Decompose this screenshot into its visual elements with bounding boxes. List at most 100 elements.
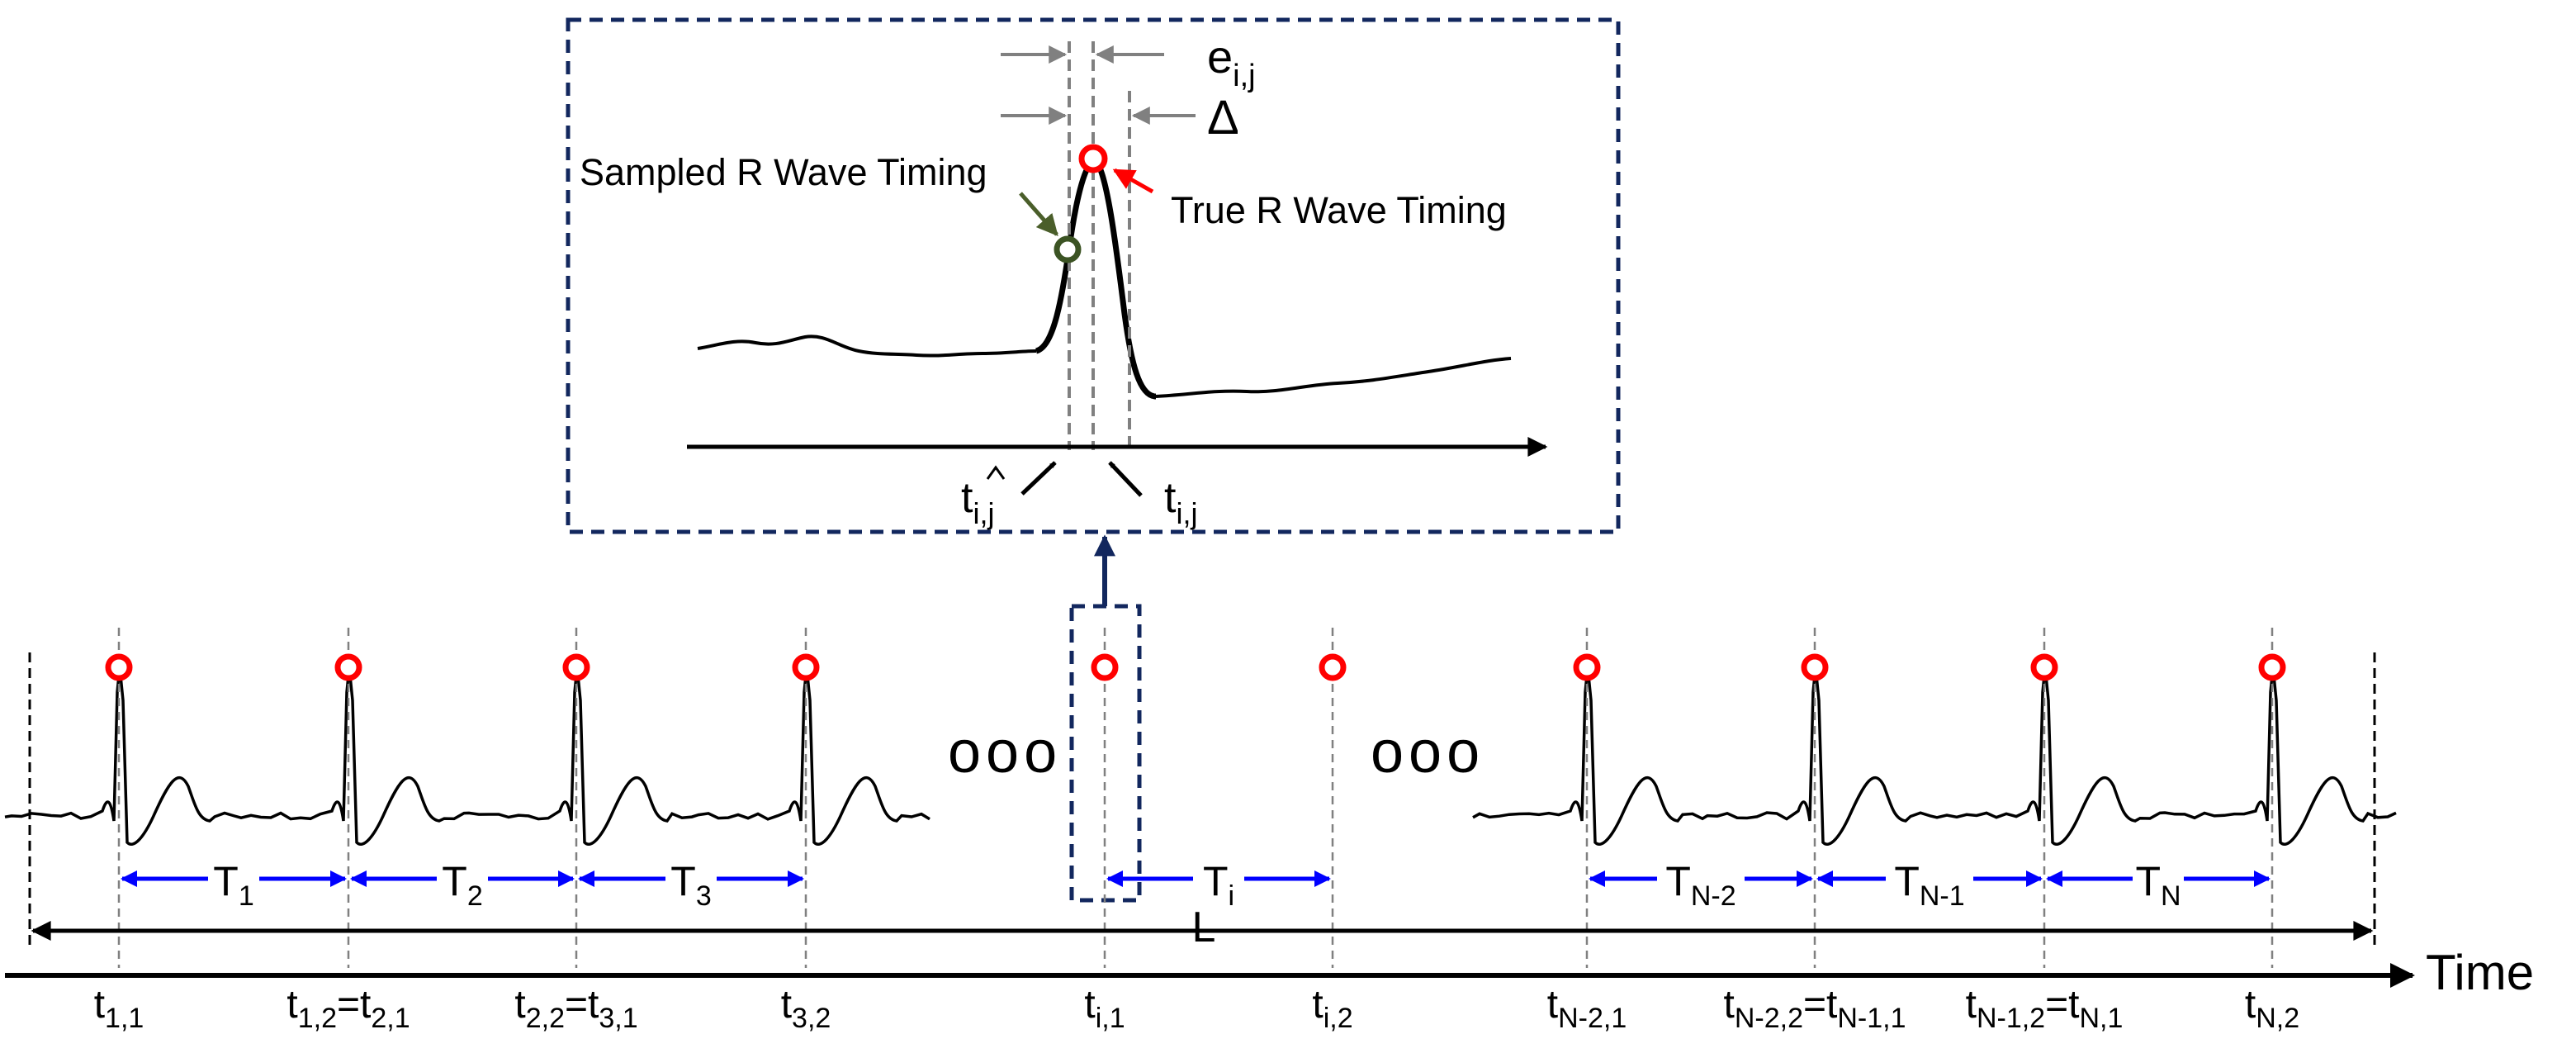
true-r-wave-label: True R Wave Timing [1171,189,1507,231]
inset-frame [566,17,1621,534]
beat-time-main: t [781,983,792,1027]
sampled-annotation-arrow [1019,192,1058,236]
beat-time-sub: 1,2 [298,1003,337,1034]
beat-time-equals: = [1803,983,1826,1027]
beat-time-sub: N-2,2 [1735,1003,1803,1034]
beat-time-label: tN-1,2=tN,1 [1966,983,2124,1034]
interval-label: T3 [670,858,711,912]
beat-time-sub: N-2,1 [1558,1003,1627,1034]
beat-time-main: t [1724,983,1735,1027]
inset-waveform [697,334,1037,358]
span-l-label: L [1192,904,1216,951]
ecg-waveform-segment [1472,666,2397,846]
beat-time-eq-main: t [1826,983,1837,1027]
r-peak-marker [1091,653,1119,681]
ellipsis-left: ooo [948,719,1062,785]
beat-time-label: ti,1 [1084,983,1125,1034]
beat-time-equals: = [337,983,360,1027]
interval-label-backdrop [1193,854,1244,905]
beat-time-sub: 1,1 [105,1003,144,1034]
interval-label-main: T [670,858,696,904]
r-peak-marker [334,653,362,681]
r-peak-marker [2258,653,2286,681]
interval-label-main: T [2135,858,2161,904]
t-hat-sub: i,j [973,496,994,530]
interval-label-sub: 3 [696,880,712,912]
r-peak-marker [1319,653,1347,681]
r-peak-marker [1801,653,1829,681]
beat-time-main: t [1966,983,1977,1027]
beat-time-main: t [286,983,297,1027]
beat-time-sub: 3,2 [792,1003,831,1034]
ellipsis-right: ooo [1371,719,1485,785]
interval-label-backdrop [1657,854,1745,905]
beat-time-eq-sub: N,1 [2079,1003,2123,1034]
beat-time-eq-main: t [588,983,599,1027]
t-hat-caret [986,465,1006,480]
ecg-waveform-segment [4,666,930,846]
beat-time-sub: N,2 [2256,1003,2299,1034]
delta-label: Δ [1207,91,1239,145]
beat-time-main: t [2245,983,2256,1027]
true-r-marker [1078,144,1108,173]
true-annotation-arrow [1112,168,1154,194]
interval-label-backdrop [437,854,488,905]
beat-time-eq-main: t [2068,983,2079,1027]
inset-baseline-after [1155,357,1512,398]
interval-label-sub: i [1228,880,1234,912]
beat-time-eq-main: t [360,983,371,1027]
beat-time-label: t1,1 [94,983,144,1034]
interval-label: TN-2 [1665,858,1735,912]
t-hat-main: t [961,474,973,522]
beat-time-label: tN-2,2=tN-1,1 [1724,983,1906,1034]
t-true-label: ti,j [1164,474,1197,530]
t-true-sub: i,j [1176,496,1197,530]
beat-time-label: tN,2 [2245,983,2299,1034]
beat-time-main: t [514,983,525,1027]
interval-label-sub: 2 [467,880,483,912]
ecg-strip [4,628,2397,968]
beat-time-eq-sub: 2,1 [371,1003,410,1034]
t-hat-label: ti,j [961,474,994,530]
beat-time-sub: i,1 [1096,1003,1125,1034]
beat-time-eq-sub: 3,1 [599,1003,637,1034]
beat-time-label: t1,2=t2,1 [286,983,410,1034]
beat-time-equals: = [2045,983,2068,1027]
interval-label-main: T [1203,858,1229,904]
interval-label-main: T [213,858,239,904]
interval-label-main: T [442,858,467,904]
beat-time-label: t3,2 [781,983,831,1034]
beat-time-sub: i,2 [1324,1003,1353,1034]
interval-label: TN [2135,858,2181,912]
t-true-main: t [1164,474,1177,522]
t-hat-pointer-arrow [1020,461,1057,496]
zoom-inset: ei,j Δ Sampled R Wave Timing True R Wave… [566,17,1621,534]
error-label-sub: i,j [1233,59,1255,93]
inset-r-wave [1035,155,1157,400]
interval-label: TN-1 [1894,858,1964,912]
interval-label-backdrop [1886,854,1973,905]
beat-time-equals: = [565,983,588,1027]
sampled-r-marker [1054,235,1082,263]
interval-label-backdrop [665,854,717,905]
beat-time-main: t [94,983,105,1027]
interval-label-backdrop [2133,854,2184,905]
beat-time-label: t2,2=t3,1 [514,983,637,1034]
interval-label-sub: N [2161,880,2181,912]
beat-time-main: t [1547,983,1558,1027]
interval-label-sub: N-1 [1920,880,1965,912]
interval-label-sub: 1 [239,880,254,912]
r-peak-marker [2030,653,2058,681]
interval-label-main: T [1894,858,1920,904]
interval-label-sub: N-2 [1691,880,1736,912]
t-true-pointer-arrow [1108,461,1143,497]
r-peak-marker [1573,653,1601,681]
beat-time-label: ti,2 [1312,983,1352,1034]
beat-time-label: tN-2,1 [1547,983,1627,1034]
sampled-r-wave-label: Sampled R Wave Timing [580,151,987,193]
beat-time-sub: 2,2 [526,1003,565,1034]
beat-time-main: t [1084,983,1095,1027]
time-axis-label: Time [2426,945,2534,1000]
